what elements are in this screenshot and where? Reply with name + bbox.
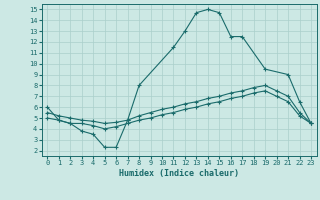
X-axis label: Humidex (Indice chaleur): Humidex (Indice chaleur) [119,169,239,178]
